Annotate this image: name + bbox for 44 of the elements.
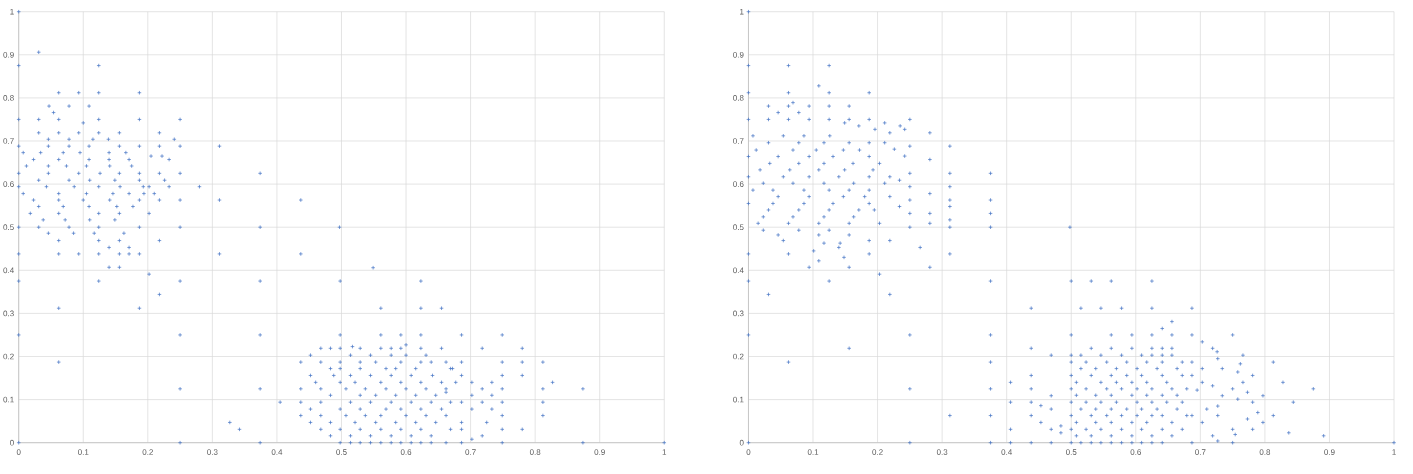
x-tick-label: 0.3 [936,449,948,455]
y-tick-label: 0.9 [733,51,744,58]
y-tick-label: 1 [740,8,744,15]
x-tick-label: 0.9 [1324,449,1335,455]
x-tick-label: 0.7 [1195,449,1206,455]
x-tick-label: 0 [16,449,21,455]
y-tick-label: 0.9 [3,51,14,58]
x-tick-label: 1 [662,449,667,455]
y-tick-label: 0.6 [3,181,14,187]
y-tick-label: 0.3 [733,310,744,317]
x-tick-label: 0 [746,449,751,455]
y-tick-label: 0.1 [733,396,744,403]
y-tick-label: 0.7 [733,138,744,144]
x-tick-label: 0.5 [1065,449,1077,455]
x-tick-label: 0.9 [594,449,605,455]
y-tick-label: 0.2 [3,353,14,360]
x-tick-label: 0.5 [336,449,347,455]
x-tick-label: 0.6 [400,449,412,455]
y-tick-label: 0 [10,439,14,446]
x-tick-label: 0.2 [872,449,883,455]
y-tick-label: 0 [739,439,744,446]
x-tick-label: 0.1 [78,449,89,455]
y-tick-label: 0.7 [3,138,14,144]
x-tick-label: 0.3 [207,449,218,455]
y-tick-label: 0.4 [3,267,14,274]
x-tick-label: 0.8 [529,449,541,455]
y-tick-label: 0.4 [733,267,744,274]
y-tick-label: 0.8 [733,95,744,101]
y-tick-label: 0.2 [733,353,744,360]
y-tick-label: 0.8 [3,95,14,101]
y-tick-label: 0.6 [733,181,744,187]
x-tick-label: 0.4 [271,449,283,455]
y-tick-label: 0.5 [733,224,744,231]
x-tick-label: 0.8 [1259,449,1271,455]
y-tick-label: 0.1 [3,396,14,403]
x-tick-label: 0.6 [1130,449,1141,455]
y-tick-label: 1 [10,8,14,15]
x-tick-label: 0.2 [142,449,153,455]
y-tick-label: 0.3 [3,310,14,317]
x-tick-label: 0.1 [807,449,819,455]
x-tick-label: 0.7 [465,449,476,455]
x-tick-label: 0.4 [1001,449,1013,455]
x-tick-label: 1 [1392,449,1396,455]
y-tick-label: 0.5 [3,224,14,231]
